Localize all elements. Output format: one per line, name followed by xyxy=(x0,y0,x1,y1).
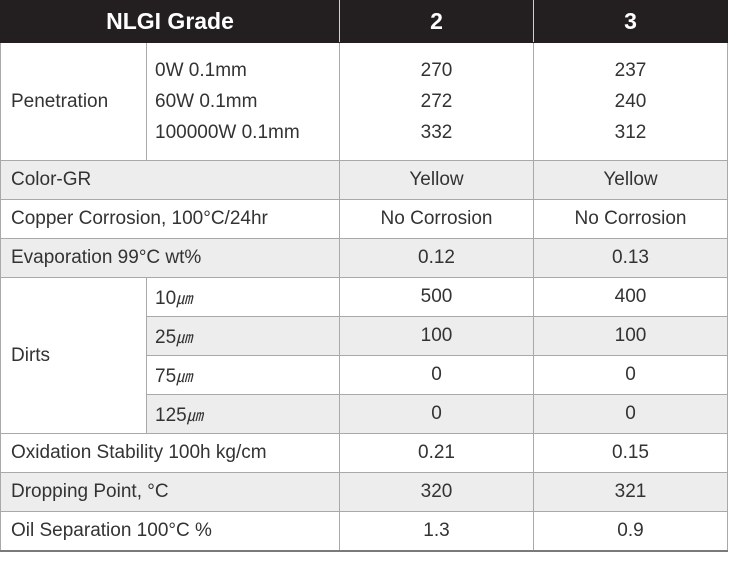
penetration-label: Penetration xyxy=(0,42,147,161)
copper-label: Copper Corrosion, 100°C/24hr xyxy=(0,199,340,239)
evaporation-value-3: 0.13 xyxy=(533,238,728,278)
penetration-value: 272 xyxy=(420,91,453,112)
dirts-size: 75㎛ xyxy=(146,355,340,395)
dirts-size-num: 10 xyxy=(155,287,177,309)
dirts-value-2: 500 xyxy=(339,277,534,317)
dirts-value-3: 100 xyxy=(533,316,728,356)
nlgi-grade-header: NLGI Grade xyxy=(0,0,340,43)
grade-3-header: 3 xyxy=(533,0,728,43)
dirts-value-2: 0 xyxy=(339,394,534,434)
grade-2-header: 2 xyxy=(339,0,534,43)
dirts-size-unit: ㎛ xyxy=(176,329,193,347)
copper-row: Copper Corrosion, 100°C/24hr No Corrosio… xyxy=(0,199,728,239)
penetration-value: 237 xyxy=(614,60,647,81)
dirts-row: 25㎛ 100 100 xyxy=(1,316,728,356)
dirts-row: 75㎛ 0 0 xyxy=(1,355,728,395)
dirts-size-num: 75 xyxy=(155,365,177,387)
dirts-value-3: 400 xyxy=(533,277,728,317)
oil-separation-row: Oil Separation 100°C % 1.3 0.9 xyxy=(0,511,728,552)
penetration-values-2: 270 272 332 xyxy=(339,42,534,161)
dirts-size: 25㎛ xyxy=(146,316,340,356)
dirts-size: 10㎛ xyxy=(146,277,340,317)
dropping-label: Dropping Point, °C xyxy=(0,472,340,512)
dirts-label: Dirts xyxy=(0,277,147,434)
dirts-value-3: 0 xyxy=(533,394,728,434)
penetration-value: 270 xyxy=(420,60,453,81)
dirts-row: Dirts 10㎛ 500 400 xyxy=(0,277,728,434)
penetration-value: 312 xyxy=(614,122,647,143)
oil-separation-value-3: 0.9 xyxy=(533,511,728,552)
oxidation-label: Oxidation Stability 100h kg/cm xyxy=(0,433,340,473)
dirts-size-unit: ㎛ xyxy=(186,407,203,425)
dirts-size-num: 125 xyxy=(155,404,187,426)
dirts-size-unit: ㎛ xyxy=(176,290,193,308)
dropping-value-3: 321 xyxy=(533,472,728,512)
dirts-value-2: 0 xyxy=(339,355,534,395)
evaporation-row: Evaporation 99°C wt% 0.12 0.13 xyxy=(0,238,728,278)
penetration-value: 332 xyxy=(420,122,453,143)
penetration-values-3: 237 240 312 xyxy=(533,42,728,161)
copper-value-3: No Corrosion xyxy=(533,199,728,239)
penetration-sub: 100000W 0.1mm xyxy=(155,122,300,143)
penetration-value: 240 xyxy=(614,91,647,112)
nlgi-spec-table: NLGI Grade 2 3 Penetration 0W 0.1mm 60W … xyxy=(0,0,728,552)
dirts-value-2: 100 xyxy=(339,316,534,356)
oxidation-value-2: 0.21 xyxy=(339,433,534,473)
dirts-value-3: 0 xyxy=(533,355,728,395)
oxidation-row: Oxidation Stability 100h kg/cm 0.21 0.15 xyxy=(0,433,728,473)
dirts-size-num: 25 xyxy=(155,326,177,348)
penetration-sub: 0W 0.1mm xyxy=(155,60,247,81)
dirts-size: 125㎛ xyxy=(146,394,340,434)
dropping-value-2: 320 xyxy=(339,472,534,512)
oxidation-value-3: 0.15 xyxy=(533,433,728,473)
dirts-size-unit: ㎛ xyxy=(176,368,193,386)
header-row: NLGI Grade 2 3 xyxy=(0,0,728,43)
evaporation-value-2: 0.12 xyxy=(339,238,534,278)
color-row: Color-GR Yellow Yellow xyxy=(0,160,728,200)
oil-separation-value-2: 1.3 xyxy=(339,511,534,552)
dropping-row: Dropping Point, °C 320 321 xyxy=(0,472,728,512)
penetration-subs: 0W 0.1mm 60W 0.1mm 100000W 0.1mm xyxy=(146,42,340,161)
evaporation-label: Evaporation 99°C wt% xyxy=(0,238,340,278)
penetration-sub: 60W 0.1mm xyxy=(155,91,258,112)
color-value-3: Yellow xyxy=(533,160,728,200)
oil-separation-label: Oil Separation 100°C % xyxy=(0,511,340,552)
color-value-2: Yellow xyxy=(339,160,534,200)
color-label: Color-GR xyxy=(0,160,340,200)
copper-value-2: No Corrosion xyxy=(339,199,534,239)
penetration-row: Penetration 0W 0.1mm 60W 0.1mm 100000W 0… xyxy=(0,42,728,161)
